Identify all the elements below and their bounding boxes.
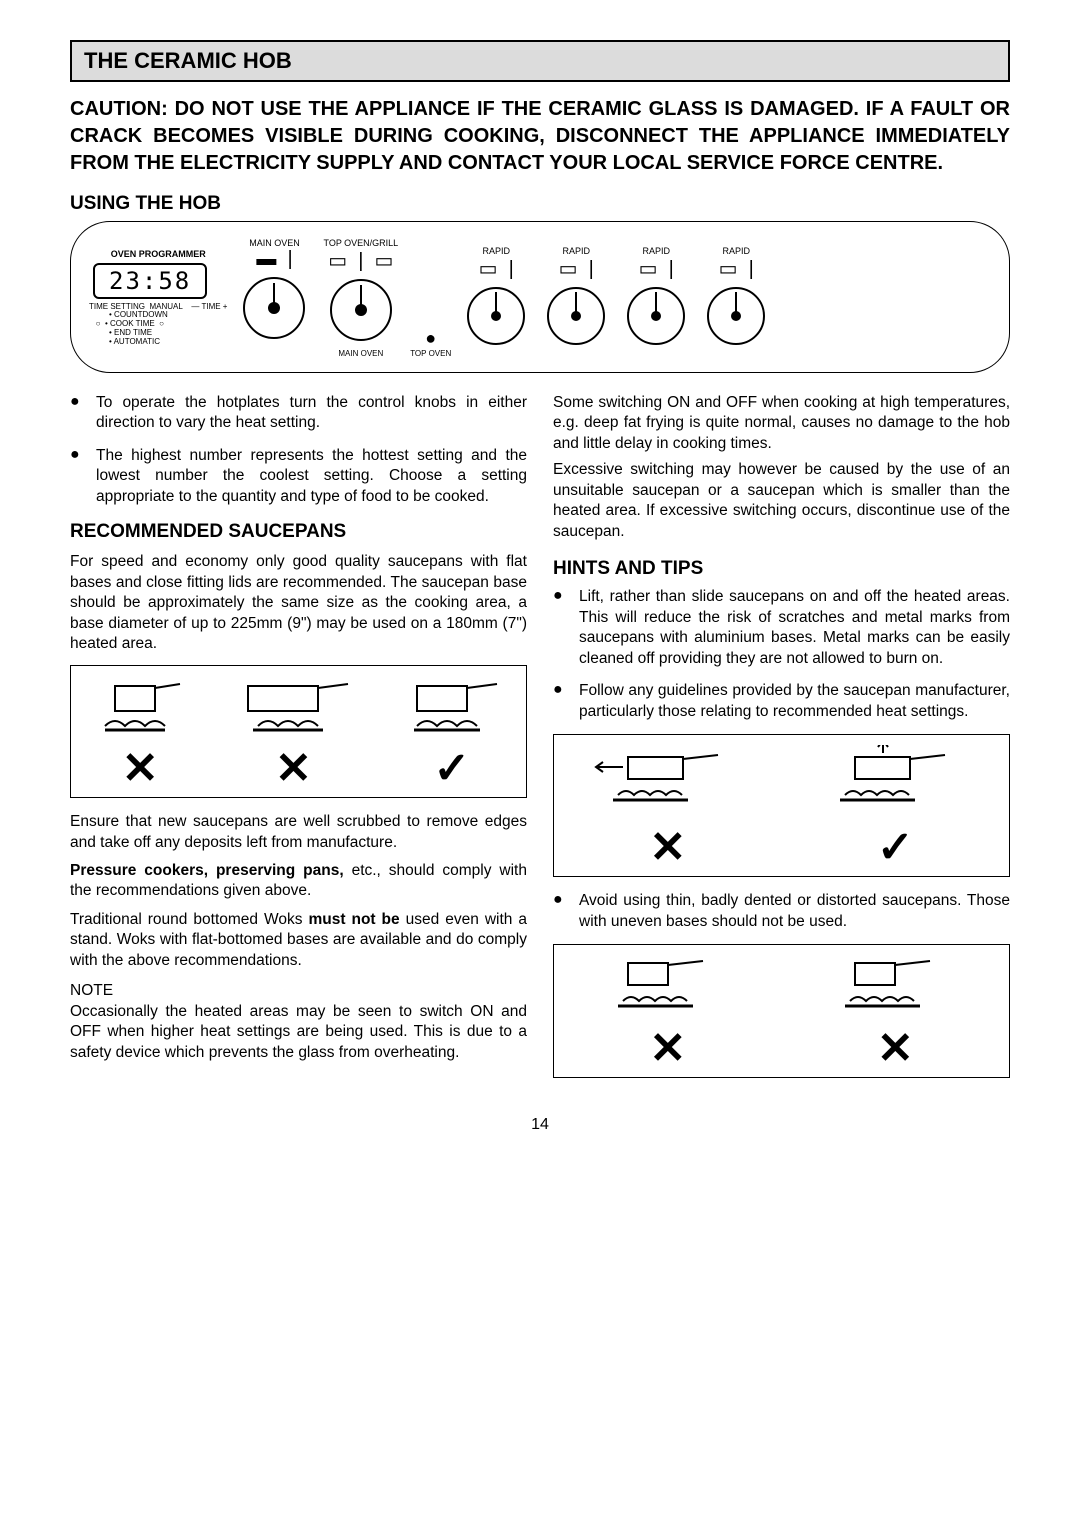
pan-wrong-2: ✕ xyxy=(233,676,353,792)
oven-knob-group: MAIN OVEN ▬ | TOP OVEN/GRILL ▭ | ▭ MAIN … xyxy=(239,238,398,358)
check-mark-icon: ✓ xyxy=(815,826,975,870)
switching-para-2: Excessive switching may however be cause… xyxy=(553,460,1010,542)
woks-bold: must not be xyxy=(308,911,399,928)
recommended-para-4: Traditional round bottomed Woks must not… xyxy=(70,910,527,971)
saucepan-icon xyxy=(233,676,353,736)
recommended-para-3: Pressure cookers, preserving pans, etc.,… xyxy=(70,861,527,902)
two-column-layout: To operate the hotplates turn the contro… xyxy=(70,393,1010,1092)
programmer-label: OVEN PROGRAMMER xyxy=(89,250,227,259)
saucepan-figure-3: ✕ ✕ xyxy=(553,944,1010,1078)
recommended-para-1: For speed and economy only good quality … xyxy=(70,552,527,654)
note-paragraph: Occasionally the heated areas may be see… xyxy=(70,1002,527,1063)
time-plus-label: — TIME + xyxy=(191,302,227,311)
left-column: To operate the hotplates turn the contro… xyxy=(70,393,527,1092)
cooktime-label: • COOK TIME xyxy=(105,319,155,328)
top-oven-indicator-label: TOP OVEN xyxy=(410,349,451,358)
saucepan-slide-icon xyxy=(588,745,748,815)
saucepan-figure-2: ✕ ✓ xyxy=(553,734,1010,878)
section-title-band: THE CERAMIC HOB xyxy=(70,40,1010,82)
hints-and-tips-heading: HINTS AND TIPS xyxy=(553,556,1010,581)
knob-icon xyxy=(239,273,309,343)
rapid-knob-1: RAPID ▭ | xyxy=(463,246,529,351)
saucepan-figure-1: ✕ ✕ ✓ xyxy=(70,665,527,799)
manual-label: MANUAL xyxy=(149,302,182,311)
recommended-para-2: Ensure that new saucepans are well scrub… xyxy=(70,812,527,853)
pan-thin-wrong: ✕ xyxy=(603,955,733,1071)
bullet-item: To operate the hotplates turn the contro… xyxy=(70,393,527,434)
knob-icon xyxy=(623,283,689,349)
hints-bullets-2: Avoid using thin, badly dented or distor… xyxy=(553,891,1010,932)
knob-label: RAPID xyxy=(703,246,769,256)
time-setting-label: TIME SETTING xyxy=(89,302,145,311)
cross-mark-icon: ✕ xyxy=(588,826,748,870)
woks-pre: Traditional round bottomed Woks xyxy=(70,911,308,928)
pan-lift-correct: ✓ xyxy=(815,745,975,871)
recommended-saucepans-heading: RECOMMENDED SAUCEPANS xyxy=(70,519,527,544)
hint-item: Lift, rather than slide saucepans on and… xyxy=(553,587,1010,669)
indicator-row: ▬ | xyxy=(239,248,309,271)
knob-icon xyxy=(326,275,396,345)
note-heading: NOTE xyxy=(70,981,527,1001)
control-panel-figure: OVEN PROGRAMMER 23:58 TIME SETTING MANUA… xyxy=(70,221,1010,373)
knob-label: MAIN OVEN xyxy=(239,238,309,248)
cross-mark-icon: ✕ xyxy=(95,747,185,791)
indicator-row: ▭ | xyxy=(463,256,529,281)
pan-dented-wrong: ✕ xyxy=(830,955,960,1071)
knob-label: RAPID xyxy=(623,246,689,256)
rapid-knob-2: RAPID ▭ | xyxy=(543,246,609,351)
caution-paragraph: CAUTION: DO NOT USE THE APPLIANCE IF THE… xyxy=(70,96,1010,177)
operating-bullets: To operate the hotplates turn the contro… xyxy=(70,393,527,507)
indicator-row: ▭ | xyxy=(543,256,609,281)
bullet-item: The highest number represents the hottes… xyxy=(70,446,527,507)
cross-mark-icon: ✕ xyxy=(233,747,353,791)
pressure-cookers-bold: Pressure cookers, preserving pans, xyxy=(70,862,344,879)
cross-mark-icon: ✕ xyxy=(603,1027,733,1071)
saucepan-icon xyxy=(402,676,502,736)
cross-mark-icon: ✕ xyxy=(830,1027,960,1071)
knob-label: RAPID xyxy=(463,246,529,256)
hints-bullets: Lift, rather than slide saucepans on and… xyxy=(553,587,1010,722)
hob-knob-group: RAPID ▭ | RAPID ▭ | RAPID ▭ | RAPID ▭ | xyxy=(463,246,769,351)
indicator-row: ▭ | xyxy=(703,256,769,281)
rapid-knob-4: RAPID ▭ | xyxy=(703,246,769,351)
rapid-knob-3: RAPID ▭ | xyxy=(623,246,689,351)
indicator-row: ▭ | xyxy=(623,256,689,281)
knob-icon xyxy=(543,283,609,349)
knob-icon xyxy=(703,283,769,349)
programmer-sublabels: TIME SETTING MANUAL — TIME + • COUNTDOWN… xyxy=(89,303,227,347)
main-oven-indicator-label: MAIN OVEN xyxy=(323,349,398,358)
saucepan-lift-icon xyxy=(815,745,975,815)
hint-item: Avoid using thin, badly dented or distor… xyxy=(553,891,1010,932)
check-mark-icon: ✓ xyxy=(402,747,502,791)
using-the-hob-heading: USING THE HOB xyxy=(70,193,1010,215)
lcd-display: 23:58 xyxy=(93,263,207,299)
hint-item: Follow any guidelines provided by the sa… xyxy=(553,681,1010,722)
knob-icon xyxy=(463,283,529,349)
main-oven-knob: MAIN OVEN ▬ | xyxy=(239,238,309,345)
knob-label: TOP OVEN/GRILL xyxy=(323,238,398,248)
page-number: 14 xyxy=(70,1116,1010,1134)
saucepan-icon xyxy=(830,955,960,1015)
endtime-label: • END TIME xyxy=(109,328,152,337)
oven-programmer-block: OVEN PROGRAMMER 23:58 TIME SETTING MANUA… xyxy=(89,250,227,347)
pan-wrong-1: ✕ xyxy=(95,676,185,792)
section-title: THE CERAMIC HOB xyxy=(84,48,292,73)
countdown-label: • COUNTDOWN xyxy=(109,310,168,319)
manual-page: THE CERAMIC HOB CAUTION: DO NOT USE THE … xyxy=(0,0,1080,1164)
top-oven-knob: TOP OVEN/GRILL ▭ | ▭ MAIN OVEN xyxy=(323,238,398,358)
saucepan-icon xyxy=(603,955,733,1015)
top-oven-indicator: ● TOP OVEN xyxy=(410,328,451,358)
saucepan-icon xyxy=(95,676,185,736)
knob-label: RAPID xyxy=(543,246,609,256)
right-column: Some switching ON and OFF when cooking a… xyxy=(553,393,1010,1092)
indicator-row: ▭ | ▭ xyxy=(323,248,398,273)
pan-correct: ✓ xyxy=(402,676,502,792)
switching-para-1: Some switching ON and OFF when cooking a… xyxy=(553,393,1010,454)
automatic-label: • AUTOMATIC xyxy=(109,337,160,346)
pan-slide-wrong: ✕ xyxy=(588,745,748,871)
